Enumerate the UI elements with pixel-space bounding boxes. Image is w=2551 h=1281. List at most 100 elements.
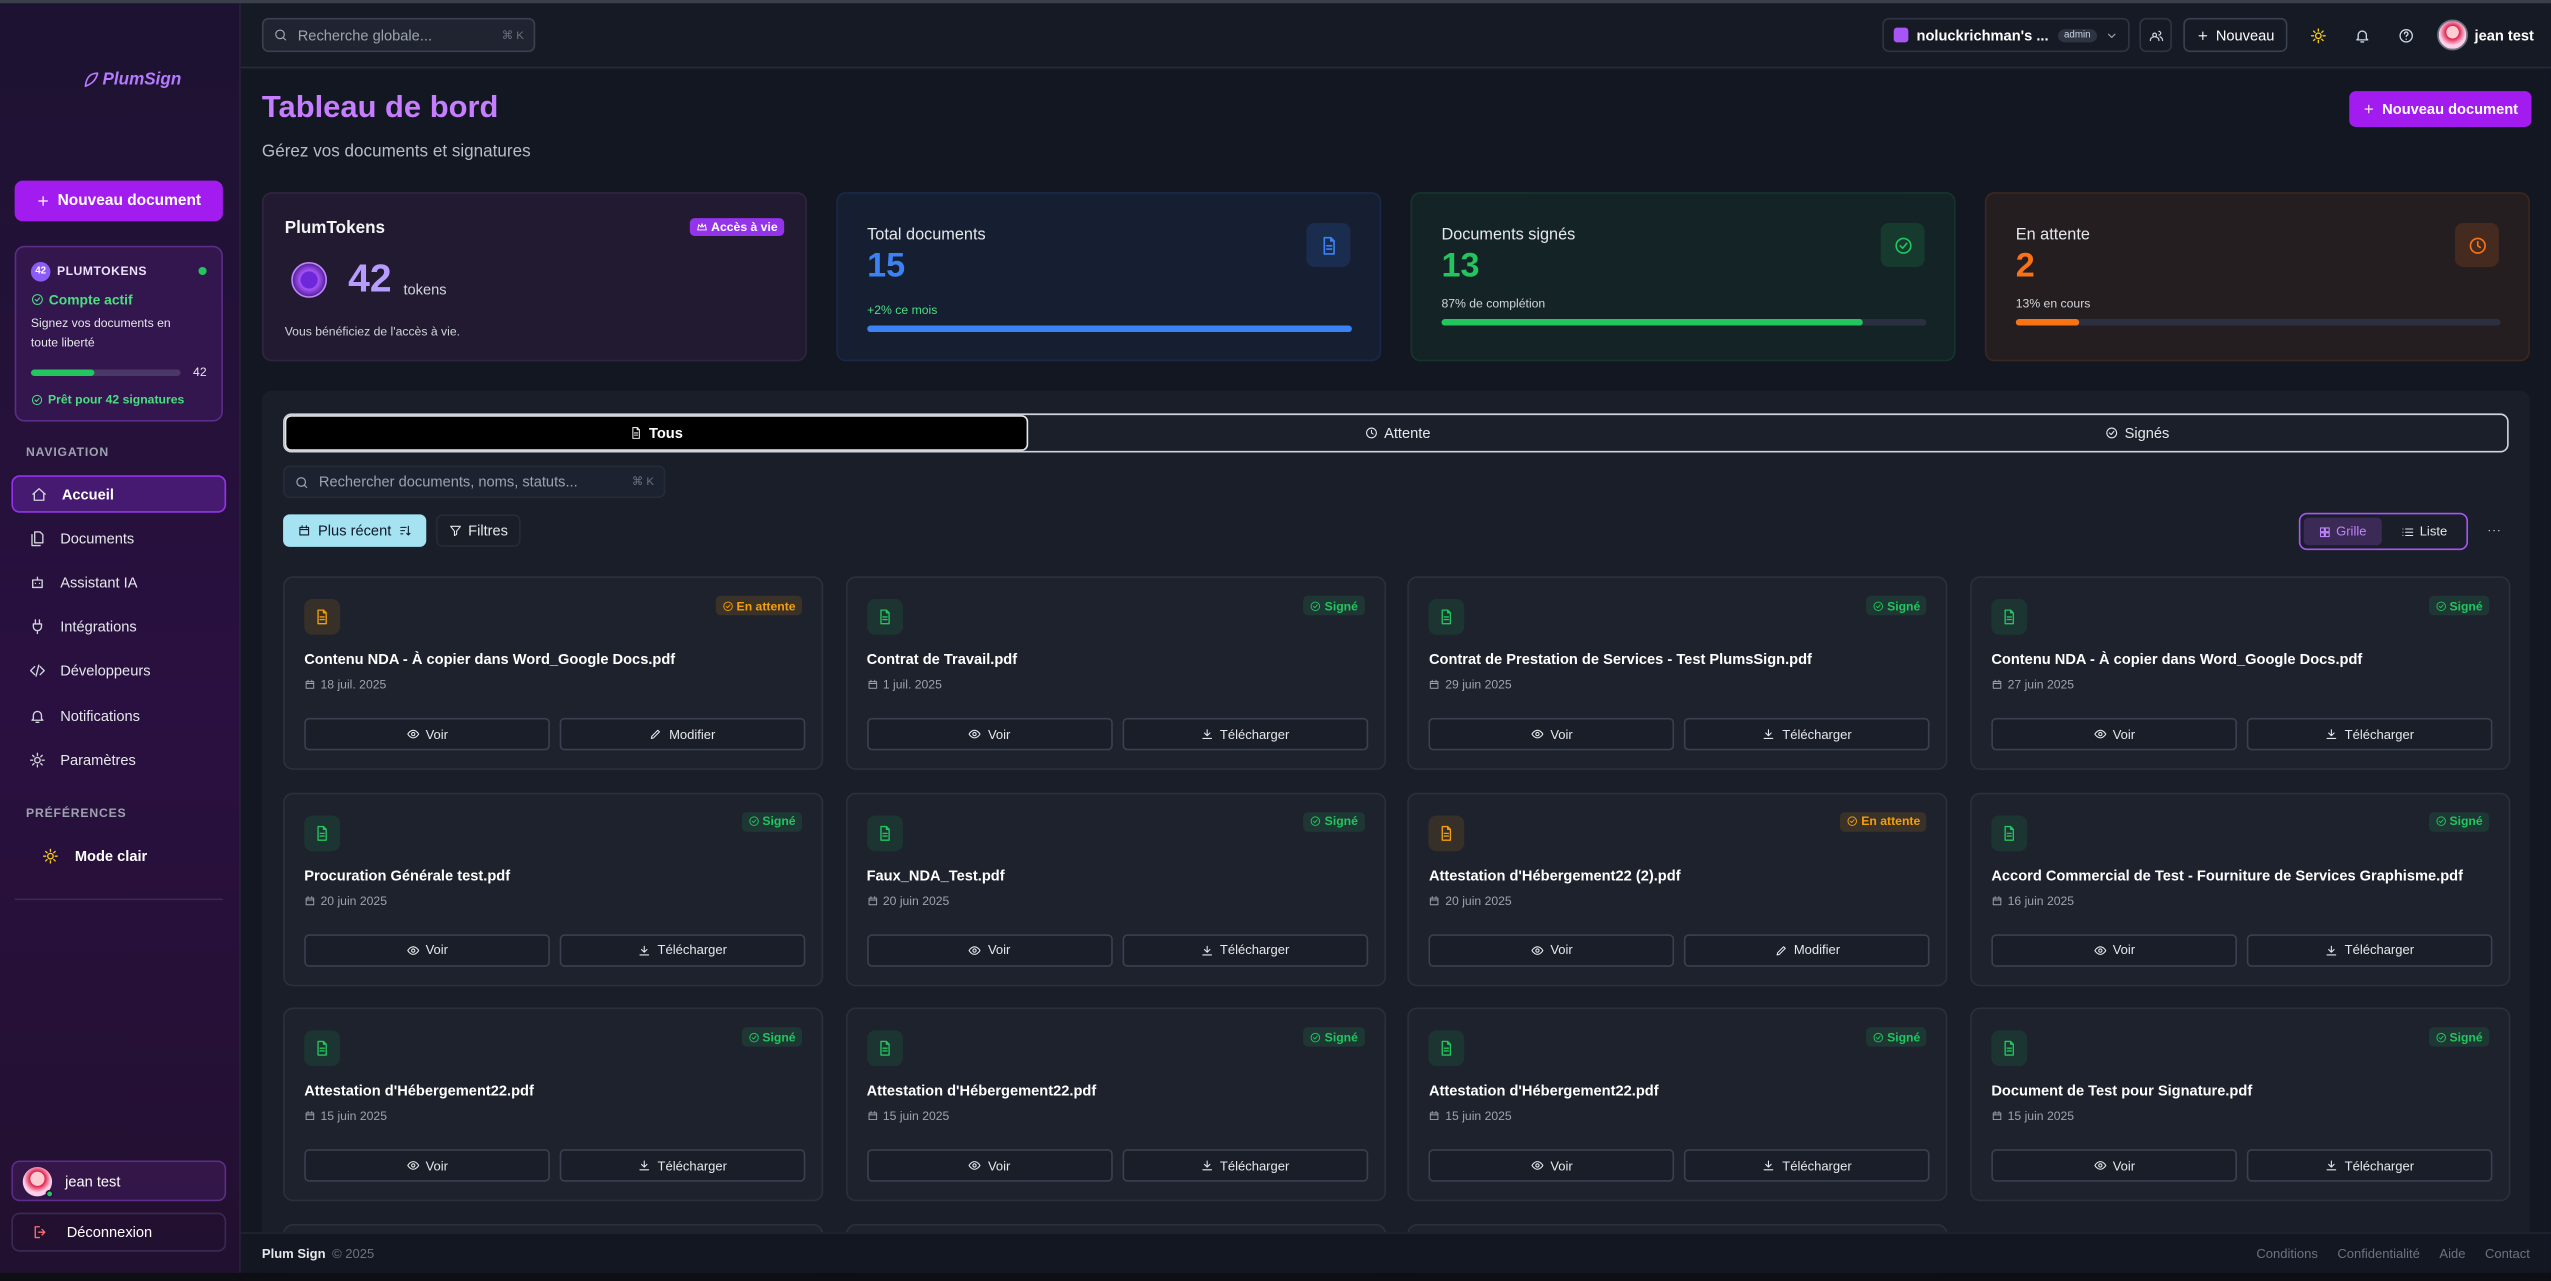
logout-button[interactable]: Déconnexion — [11, 1212, 227, 1252]
document-name: Faux_NDA_Test.pdf — [866, 866, 1005, 884]
new-document-button[interactable]: Nouveau document — [14, 180, 223, 222]
icon-path — [32, 619, 43, 635]
action-button[interactable]: Voir — [1991, 933, 2238, 967]
icon-button[interactable] — [2351, 18, 2374, 52]
user-box[interactable]: jean test — [11, 1160, 227, 1202]
view-option[interactable]: Liste — [2386, 518, 2463, 546]
document-date: 15 juin 2025 — [1429, 1108, 1512, 1123]
action-button[interactable]: Voir — [304, 933, 550, 967]
tab[interactable]: Signés — [1767, 415, 2507, 451]
icon-path — [31, 394, 43, 405]
action-button[interactable]: Voir — [1428, 717, 1675, 751]
status-text: Compte actif — [48, 291, 133, 308]
action-button[interactable]: Voir — [1428, 933, 1675, 967]
nav-item[interactable]: Intégrations — [11, 608, 226, 645]
icon-button[interactable] — [2395, 18, 2418, 52]
document-card[interactable]: Signé Attestation d'Hébergement22.pdf 15 j… — [1407, 1007, 1948, 1202]
document-card[interactable]: En attente Contenu NDA - À copier dans Wo… — [283, 576, 824, 770]
new-document-button[interactable]: Nouveau document — [2349, 91, 2532, 127]
icon-path — [31, 294, 43, 305]
new-button[interactable]: Nouveau — [2183, 17, 2288, 53]
action-button[interactable]: Télécharger — [2246, 717, 2493, 751]
action-button[interactable]: Télécharger — [1122, 933, 1368, 967]
view-option[interactable]: Grille — [2303, 517, 2381, 546]
nav-item[interactable]: Développeurs — [11, 652, 226, 689]
nav-item[interactable]: Accueil — [11, 475, 227, 513]
global-search[interactable]: Recherche globale... ⌘ K — [261, 17, 536, 53]
status-text: Signé — [1887, 598, 1921, 613]
icon-doc — [879, 825, 890, 841]
sort-button[interactable]: Plus récent — [283, 514, 427, 547]
filters-button[interactable]: Filtres — [436, 514, 521, 547]
nav-item[interactable]: Paramètres — [11, 741, 226, 778]
icon-button[interactable] — [2307, 18, 2330, 52]
icon-calendar — [1430, 895, 1439, 905]
document-card[interactable]: Signé Contrat de Prestation de Services -… — [1407, 576, 1948, 770]
action-button[interactable]: Voir — [1991, 717, 2238, 751]
icon-path — [84, 72, 99, 88]
action-button[interactable]: Voir — [866, 717, 1113, 751]
action-button[interactable]: Voir — [866, 1149, 1113, 1182]
icon-bell — [31, 709, 44, 723]
action-button[interactable]: Modifier — [1684, 933, 1931, 967]
document-search[interactable]: Rechercher documents, noms, statuts... ⌘ … — [283, 465, 666, 499]
document-card[interactable]: Signé Attestation d'Hébergement22.pdf 15 j… — [283, 1007, 824, 1202]
action-button[interactable]: Modifier — [559, 717, 806, 751]
status-badge: En attente — [1840, 811, 1927, 831]
document-card[interactable]: Signé Procuration Générale test.pdf 20 jui… — [283, 791, 824, 986]
action-button[interactable]: Voir — [1991, 1149, 2238, 1182]
action-button[interactable]: Télécharger — [1684, 1149, 1931, 1182]
document-name: Procuration Générale test.pdf — [304, 866, 511, 884]
document-card[interactable]: Signé Faux_NDA_Test.pdf 20 juin 2025 Voir Té… — [845, 791, 1386, 986]
footer-link[interactable]: Contact — [2484, 1246, 2530, 1261]
date-text: 18 juil. 2025 — [320, 677, 387, 692]
icon-path — [1992, 895, 2002, 905]
document-card[interactable]: Signé Document de Test pour Signature.pdf… — [1970, 1007, 2511, 1202]
document-date: 20 juin 2025 — [1429, 893, 1512, 907]
nav-item[interactable]: Notifications — [11, 697, 226, 734]
footer-link[interactable]: Confidentialité — [2337, 1246, 2420, 1261]
action-button[interactable]: Télécharger — [2246, 1149, 2493, 1182]
date-text: 1 juil. 2025 — [882, 677, 942, 692]
stat-note: Vous bénéficiez de l'accès à vie. — [284, 323, 461, 339]
document-card[interactable]: En attente Attestation d'Hébergement22 (2… — [1407, 791, 1948, 986]
window-edge — [0, 0, 2551, 4]
action-button[interactable]: Télécharger — [559, 1149, 806, 1182]
document-card[interactable]: Signé Contenu NDA - À copier dans Word_Go… — [1970, 576, 2511, 770]
tab[interactable]: Attente — [1028, 415, 1768, 451]
members-button[interactable] — [2139, 17, 2172, 53]
action-button[interactable]: Voir — [1428, 1149, 1675, 1182]
footer-link[interactable]: Conditions — [2256, 1246, 2318, 1261]
action-button[interactable]: Voir — [304, 1149, 550, 1182]
action-button[interactable]: Télécharger — [1122, 1149, 1368, 1182]
date-text: 20 juin 2025 — [882, 892, 950, 908]
document-name: Accord Commercial de Test - Fourniture d… — [1991, 866, 2464, 884]
nav-item[interactable]: Assistant IA — [11, 564, 226, 601]
document-date: 16 juin 2025 — [1991, 893, 2074, 907]
footer-link[interactable]: Aide — [2439, 1246, 2466, 1261]
user-menu[interactable]: jean test — [2437, 18, 2534, 52]
more-button[interactable] — [2476, 514, 2512, 547]
action-button[interactable]: Voir — [866, 933, 1113, 967]
nav-item[interactable]: Documents — [11, 520, 226, 557]
action-button[interactable]: Télécharger — [2246, 933, 2493, 967]
action-button[interactable]: Télécharger — [559, 933, 806, 967]
tab[interactable]: Tous — [284, 415, 1028, 451]
icon-home — [32, 487, 46, 501]
action-button[interactable]: Voir — [304, 717, 550, 751]
nav-label: Paramètres — [60, 751, 136, 768]
document-card[interactable]: Signé Attestation d'Hébergement22.pdf 15 j… — [845, 1007, 1386, 1202]
document-name: Document de Test pour Signature.pdf — [1991, 1082, 2253, 1099]
icon-search — [296, 476, 308, 488]
icon-path — [2435, 1032, 2446, 1042]
icon-eye — [2093, 729, 2106, 739]
theme-toggle[interactable]: Mode clair — [11, 837, 226, 874]
tab-label: Tous — [648, 424, 683, 442]
button-label: Nouveau document — [57, 192, 202, 210]
workspace-selector[interactable]: noluckrichman's ... admin — [1882, 17, 2130, 53]
action-button[interactable]: Télécharger — [1684, 717, 1931, 751]
document-card[interactable]: Signé Accord Commercial de Test - Fournit… — [1970, 791, 2511, 986]
document-card[interactable]: Signé Contrat de Travail.pdf 1 juil. 2025 V… — [845, 576, 1386, 770]
icon-path — [697, 223, 707, 231]
action-button[interactable]: Télécharger — [1122, 717, 1368, 751]
